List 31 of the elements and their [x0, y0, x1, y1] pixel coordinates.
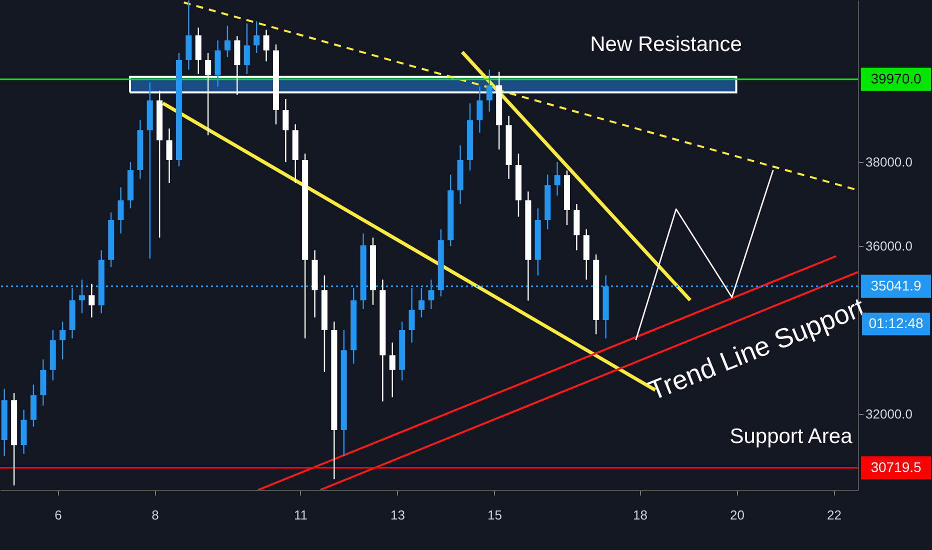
candlestick [254, 20, 260, 54]
candlestick [118, 186, 124, 234]
candlestick [60, 321, 66, 360]
y-tick-label: 32000.0 [866, 406, 912, 422]
line-series [635, 169, 774, 341]
y-tick-label: 38000.0 [866, 154, 912, 170]
candlestick [554, 161, 560, 196]
y-tick-label: 36000.0 [866, 238, 912, 254]
candlestick [88, 283, 95, 318]
candlestick [244, 22, 250, 74]
x-tick-label: 20 [730, 508, 744, 522]
ref-line-label: 39970.0 [870, 70, 922, 86]
x-tick-label: 13 [390, 508, 405, 522]
annotation: Support Area [730, 425, 853, 448]
text: 01:12:48 [868, 315, 924, 331]
x-tick-label: 18 [633, 508, 648, 522]
x-tick-label: 11 [294, 508, 308, 522]
x-tick-label: 22 [827, 508, 842, 522]
ref-line-label: 30719.5 [870, 458, 922, 475]
x-tick-label: 6 [54, 508, 62, 522]
x-tick-label: 8 [152, 508, 159, 522]
x-tick-label: 15 [488, 508, 502, 522]
candlestick [476, 86, 483, 134]
annotation: New Resistance [590, 33, 742, 56]
candlestick [486, 69, 492, 112]
candlestick [282, 98, 289, 163]
ref-line-label: 35041.9 [870, 277, 922, 294]
candlestick [389, 342, 396, 398]
candlestick [224, 25, 230, 58]
candlestick [166, 128, 172, 184]
candlestick [263, 29, 270, 62]
